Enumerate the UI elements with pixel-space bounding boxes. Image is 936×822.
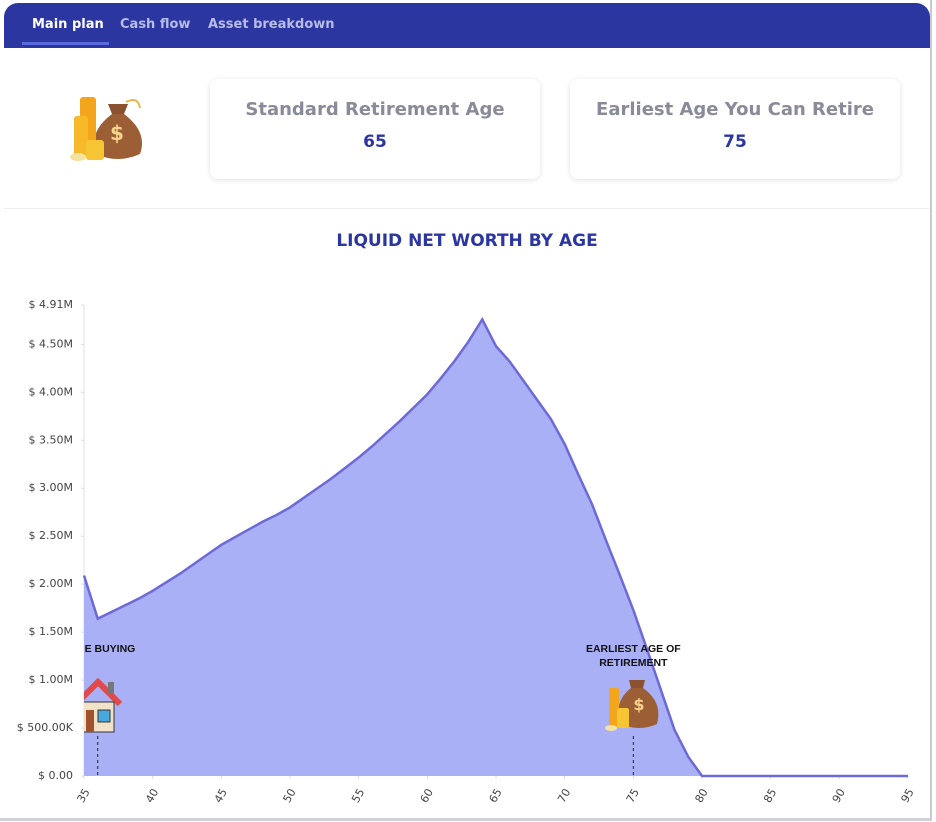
line xyxy=(82,316,908,778)
y-tick-label: $ 4.00M xyxy=(29,385,73,398)
divider xyxy=(4,208,930,209)
annotation-label: EARLIEST AGE OF RETIREMENT xyxy=(585,643,681,669)
x-tick-label: 90 xyxy=(830,786,848,805)
x-tick-label: 85 xyxy=(761,786,779,805)
y-tick-label: $ 3.00M xyxy=(29,481,73,494)
card: Earliest Age You Can Retire 75 xyxy=(570,79,900,179)
svg-text:$: $ xyxy=(634,695,645,714)
x-tick-label: 80 xyxy=(692,786,710,805)
tab-bar: Main plan Cash flow Asset breakdown xyxy=(4,3,930,48)
tab[interactable]: Cash flow xyxy=(120,17,191,32)
annotations: HOME BUYING EARLIEST AGE OF RETIREMENT $ xyxy=(84,600,930,800)
y-tick-label: $ 2.00M xyxy=(29,577,73,590)
card-title: Standard Retirement Age xyxy=(245,99,505,120)
y-tick-label: $ 1.50M xyxy=(29,625,73,638)
x-tick-label: 40 xyxy=(143,786,161,805)
money-bag-icon: $ xyxy=(70,97,142,161)
x-tick-label: 55 xyxy=(349,786,367,805)
x-tick-label: 70 xyxy=(555,786,573,805)
y-tick-label: $ 4.50M xyxy=(29,337,73,350)
annotation-label: HOME BUYING xyxy=(84,643,136,655)
x-tick-label: 45 xyxy=(212,786,230,805)
y-tick-label: $ 4.91M xyxy=(29,298,73,311)
x-tick-label: 50 xyxy=(280,786,298,805)
x-tick-label: 35 xyxy=(74,786,92,805)
card-value: 65 xyxy=(363,132,387,152)
card-title: Earliest Age You Can Retire xyxy=(596,99,874,120)
card: Standard Retirement Age 65 xyxy=(210,79,540,179)
tab[interactable]: Asset breakdown xyxy=(208,17,335,32)
card-value: 75 xyxy=(723,132,747,152)
tab[interactable]: Main plan xyxy=(32,17,104,32)
x-tick-label: 60 xyxy=(418,786,436,805)
chart: $ 0.00 $ 500.00K $ 1.00M $ 1.50M $ 2.00M $ 2.… xyxy=(17,298,917,805)
chart-title: LIQUID NET WORTH BY AGE xyxy=(336,231,598,251)
annotation-icon: $ xyxy=(605,680,659,731)
x-tick-label: 65 xyxy=(486,786,504,805)
x-tick-label: 95 xyxy=(898,786,916,805)
y-tick-label: $ 500.00K xyxy=(17,721,74,734)
active-tab-indicator xyxy=(22,42,109,45)
y-tick-label: $ 0.00 xyxy=(38,769,73,782)
x-tick-label: 75 xyxy=(624,786,642,805)
svg-text:$: $ xyxy=(110,121,124,145)
area xyxy=(84,319,908,776)
y-tick-label: $ 2.50M xyxy=(29,529,73,542)
y-tick-label: $ 3.50M xyxy=(29,433,73,446)
y-tick-label: $ 1.00M xyxy=(29,673,73,686)
annotation-icon xyxy=(84,677,122,733)
